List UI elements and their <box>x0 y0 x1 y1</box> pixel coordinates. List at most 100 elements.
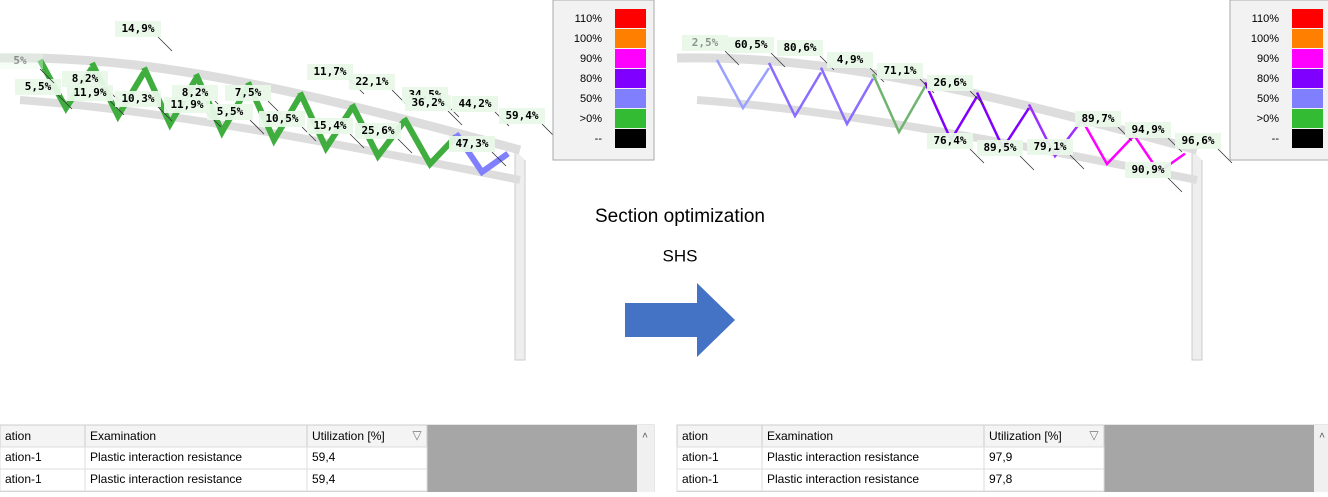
utilization-label: 89,7% <box>1081 112 1114 125</box>
utilization-label: 2,5% <box>692 36 719 49</box>
leader-line <box>447 110 463 126</box>
column <box>1191 150 1203 361</box>
legend-label: 90% <box>580 53 602 65</box>
cell-text: ation-1 <box>5 472 42 486</box>
utilization-label: 5,5% <box>217 105 244 118</box>
leader-line <box>349 133 365 149</box>
leader-line <box>1019 155 1035 171</box>
legend-label: -- <box>1272 133 1280 145</box>
legend-swatch <box>1292 9 1323 28</box>
legend-swatch <box>1292 109 1323 128</box>
utilization-label: 10,3% <box>121 92 154 105</box>
cell-text: Plastic interaction resistance <box>767 472 919 486</box>
utilization-label: 26,6% <box>933 76 966 89</box>
label-box <box>115 91 161 107</box>
label-box <box>1027 139 1073 155</box>
leader-line <box>39 68 55 84</box>
arrow <box>625 283 735 357</box>
label-box <box>259 111 305 127</box>
label-box <box>307 64 353 80</box>
leader-line <box>1167 177 1183 193</box>
center-title: Section optimization <box>595 206 765 227</box>
web-member <box>1079 117 1134 167</box>
scroll-up[interactable]: ˄ <box>1319 431 1325 442</box>
cell <box>306 468 428 492</box>
scrollbar <box>637 425 654 492</box>
scroll-up[interactable]: ˄ <box>642 431 648 442</box>
leader-line <box>1217 148 1233 164</box>
utilization-label: 15,4% <box>313 119 346 132</box>
header-text[interactable]: Examination <box>90 429 156 443</box>
leader-line <box>397 138 413 154</box>
label-box <box>307 118 353 134</box>
utilization-label: 89,5% <box>983 141 1016 154</box>
legend-label: 100% <box>574 33 602 45</box>
cell-text: 97,8 <box>989 472 1013 486</box>
utilization-label: 76,4% <box>933 134 966 147</box>
legend-swatch <box>615 49 646 68</box>
label-box <box>405 95 451 111</box>
legend-swatch <box>615 129 646 148</box>
label-box <box>1125 122 1171 138</box>
utilization-label: 47,3% <box>455 137 488 150</box>
leader-line <box>157 106 173 122</box>
label-box <box>452 96 498 112</box>
web-member <box>1027 103 1082 159</box>
utilization-label: 5,5% <box>25 80 52 93</box>
web-member <box>871 73 927 135</box>
utilization-label: 5% <box>13 54 27 67</box>
web-member <box>401 116 459 170</box>
label-box <box>0 53 43 69</box>
legend-swatch <box>615 29 646 48</box>
legend-label: 90% <box>1257 53 1279 65</box>
column <box>514 150 526 361</box>
legend-swatch <box>1292 29 1323 48</box>
label-box <box>977 140 1023 156</box>
bottom-chord <box>19 96 521 184</box>
header-text[interactable]: ation <box>5 429 31 443</box>
utilization-label: 80,6% <box>783 41 816 54</box>
legend-label: 100% <box>1251 33 1279 45</box>
utilization-label: 71,1% <box>883 64 916 77</box>
web-member <box>715 59 771 111</box>
top-chord <box>0 53 522 155</box>
label-box <box>499 108 545 124</box>
legend-swatch <box>1292 49 1323 68</box>
web-member <box>819 67 875 127</box>
table-empty <box>1104 425 1314 492</box>
utilization-label: 11,7% <box>313 65 346 78</box>
utilization-label: 44,2% <box>458 97 491 110</box>
web-member <box>245 81 303 147</box>
utilization-label: 11,9% <box>73 86 106 99</box>
legend-swatch <box>1292 89 1323 108</box>
utilization-label: 10,5% <box>265 112 298 125</box>
label-box <box>67 85 113 101</box>
label-box <box>449 136 495 152</box>
header-text[interactable]: Utilization [%] <box>989 429 1062 443</box>
sort-icon[interactable]: ▽ <box>1089 428 1099 442</box>
header-text[interactable]: ation <box>682 429 708 443</box>
cell-text: ation-1 <box>682 472 719 486</box>
cell-text: 97,9 <box>989 450 1013 464</box>
web-member <box>767 62 823 119</box>
utilization-label: 59,4% <box>505 109 538 122</box>
legend-swatch <box>1292 69 1323 88</box>
center-subtitle: SHS <box>663 246 698 265</box>
utilization-label: 22,1% <box>355 75 388 88</box>
legend-label: >0% <box>580 113 603 125</box>
leader-line <box>109 100 125 116</box>
legend-swatch <box>615 89 646 108</box>
leader-line <box>724 50 740 66</box>
label-box <box>827 52 873 68</box>
label-box <box>1125 162 1171 178</box>
leader-line <box>1069 154 1085 170</box>
header-text[interactable]: Utilization [%] <box>312 429 385 443</box>
label-box <box>682 35 728 51</box>
legend-label: 80% <box>580 73 602 85</box>
leader-line <box>969 90 985 106</box>
utilization-label: 7,5% <box>235 86 262 99</box>
sort-icon[interactable]: ▽ <box>412 428 422 442</box>
header-text[interactable]: Examination <box>767 429 833 443</box>
utilization-label: 90,9% <box>1131 163 1164 176</box>
